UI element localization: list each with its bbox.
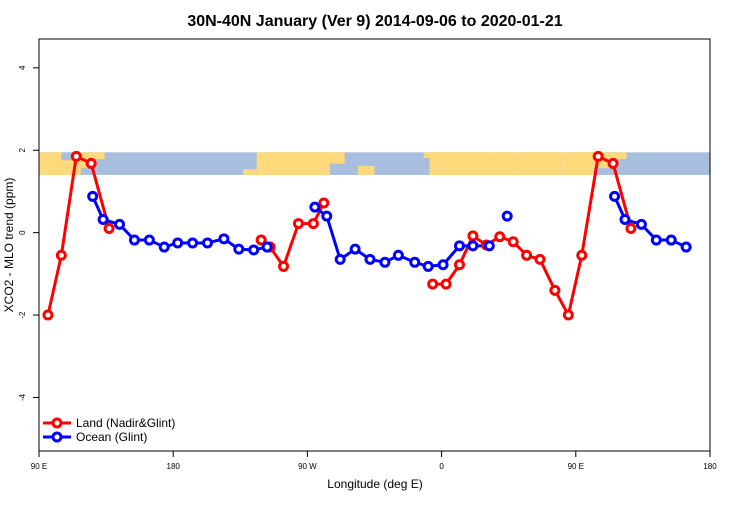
series-ocean-point [201, 237, 213, 249]
series-ocean-point [172, 237, 184, 249]
series-ocean-point [334, 253, 346, 265]
y-axis: -4 -2 0 2 4 [18, 65, 39, 401]
map-band-land [560, 152, 594, 175]
series-land-point [278, 260, 290, 272]
map-band-land [256, 152, 330, 175]
series-ocean-point [483, 240, 495, 252]
series-ocean-point [467, 240, 479, 252]
series-land-point [307, 218, 319, 230]
series-ocean-point [680, 241, 692, 253]
series-ocean-point [453, 240, 465, 252]
map-band-land [493, 152, 517, 175]
plot-frame [38, 38, 711, 452]
series-land-point [592, 150, 604, 162]
map-band [39, 152, 710, 175]
series-land-point [85, 157, 97, 169]
y-tick-label: -4 [18, 393, 27, 401]
series-ocean-point [364, 253, 376, 265]
series-land-point [70, 150, 82, 162]
series-land-point [103, 223, 115, 235]
y-tick-label: -2 [18, 311, 27, 319]
series-ocean-point [349, 243, 361, 255]
series-ocean-point [437, 259, 449, 271]
series-ocean-point [379, 256, 391, 268]
map-band-land [614, 152, 627, 160]
x-tick-label: 90 E [31, 462, 47, 471]
series-ocean-point [635, 218, 647, 230]
legend-land-label: Land (Nadir&Glint) [76, 416, 175, 430]
series-land-point [42, 309, 54, 321]
x-tick-label: 0 [439, 462, 444, 471]
x-tick-label: 90 W [298, 462, 317, 471]
y-axis-label: XCO2 - MLO trend (ppm) [2, 178, 16, 313]
series-land-point [440, 278, 452, 290]
series-ocean-point [143, 234, 155, 246]
series-ocean-point [187, 237, 199, 249]
series-land-point [453, 259, 465, 271]
chart-title: 30N-40N January (Ver 9) 2014-09-06 to 20… [187, 13, 562, 30]
y-tick-label: 2 [18, 147, 27, 152]
series-ocean-point [128, 234, 140, 246]
legend-ocean-label: Ocean (Glint) [76, 430, 147, 444]
x-tick-label: 180 [703, 462, 717, 471]
series-land-point [562, 309, 574, 321]
series-ocean-point [309, 201, 321, 213]
x-axis: 90 E 180 90 W 0 90 E 180 [31, 451, 717, 471]
series-ocean-point [97, 213, 109, 225]
series-ocean-point [409, 256, 421, 268]
series-ocean-point [665, 234, 677, 246]
series-ocean-point [619, 213, 631, 225]
series-land-point [427, 278, 439, 290]
series-land-point [55, 249, 67, 261]
map-band-land [516, 152, 561, 175]
x-tick-label: 90 E [568, 462, 584, 471]
legend-ocean-marker [51, 431, 63, 443]
series-ocean-point [321, 210, 333, 222]
series-ocean-point [218, 233, 230, 245]
map-band-land [429, 161, 454, 175]
map-band-land [423, 152, 430, 158]
series-land-point [507, 236, 519, 248]
series-land-point [292, 218, 304, 230]
series-land-point [318, 197, 330, 209]
series-ocean-point [114, 218, 126, 230]
y-tick-label: 0 [18, 230, 27, 235]
series-land-point [534, 253, 546, 265]
series-ocean-point [233, 243, 245, 255]
series-ocean-point [392, 249, 404, 261]
map-band-land [61, 160, 81, 175]
series-ocean-point [609, 190, 621, 202]
map-band-land [92, 152, 105, 160]
series-ocean-point [248, 244, 260, 256]
map-band-land [358, 165, 375, 175]
series-land-point [625, 223, 637, 235]
series-ocean-point [87, 190, 99, 202]
series-land-point [521, 249, 533, 261]
series-land-point [576, 249, 588, 261]
series-land-point [255, 234, 267, 246]
series-land-point [607, 157, 619, 169]
x-axis-label: Longitude (deg E) [327, 477, 422, 491]
series-ocean-point [422, 260, 434, 272]
series-land-point [494, 231, 506, 243]
y-tick-label: 4 [18, 65, 27, 70]
series-ocean-point [501, 210, 513, 222]
legend-land-marker [51, 417, 63, 429]
series-ocean-point [650, 234, 662, 246]
map-band-land [243, 169, 257, 175]
series-ocean-point [261, 241, 273, 253]
series-land-point [467, 230, 479, 242]
x-tick-label: 180 [167, 462, 181, 471]
legend: Land (Nadir&Glint) Ocean (Glint) [43, 416, 175, 444]
series-land-point [549, 284, 561, 296]
series-ocean-point [158, 241, 170, 253]
map-band-land [39, 152, 62, 175]
series-layer [42, 150, 692, 321]
map-band-land [329, 152, 345, 164]
